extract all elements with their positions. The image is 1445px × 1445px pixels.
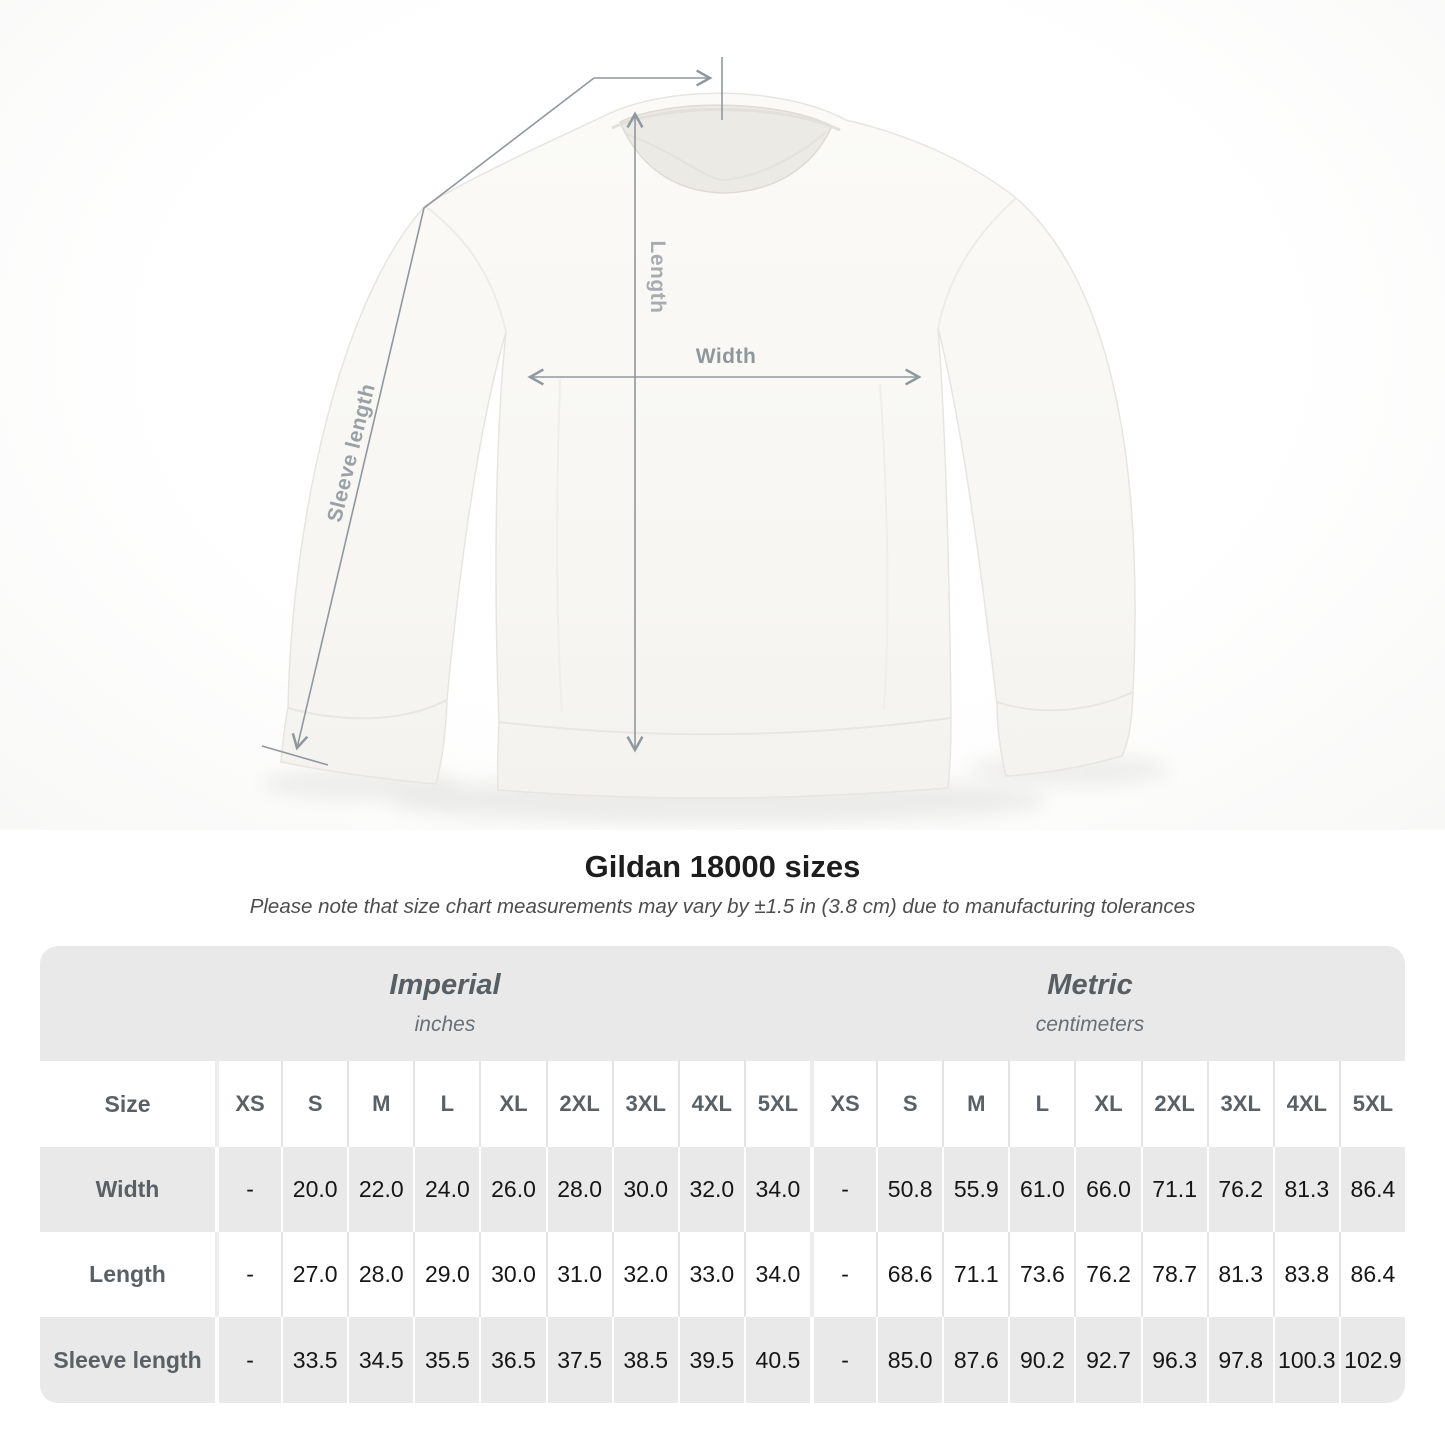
- measurement-value-cell: -: [215, 1317, 282, 1403]
- tolerance-note: Please note that size chart measurements…: [249, 895, 1196, 918]
- size-column-header: 5XL: [743, 1061, 810, 1147]
- metric-group-header: Metric centimeters: [810, 946, 1405, 1061]
- size-column-header: XL: [479, 1061, 546, 1147]
- measurement-value-cell: 81.3: [1272, 1147, 1339, 1232]
- measurement-value-cell: 76.2: [1206, 1147, 1273, 1232]
- measurement-value-cell: -: [215, 1232, 282, 1317]
- measurement-value-cell: 35.5: [413, 1317, 480, 1403]
- measurement-value-cell: 100.3: [1272, 1317, 1339, 1403]
- measurement-value-cell: 55.9: [942, 1147, 1009, 1232]
- measurement-value-cell: 97.8: [1206, 1317, 1273, 1403]
- measurement-value-cell: 22.0: [347, 1147, 414, 1232]
- measurement-value-cell: 81.3: [1206, 1232, 1273, 1317]
- size-column-header: 2XL: [1140, 1061, 1207, 1147]
- size-header-label: Size: [40, 1061, 215, 1147]
- size-guide-page: Length Width Sleeve length Gildan 18000 …: [0, 0, 1445, 1403]
- product-photo-section: Length Width Sleeve length: [0, 0, 1445, 830]
- measurement-value-cell: 40.5: [743, 1317, 810, 1403]
- measurement-value-cell: 86.4: [1338, 1232, 1405, 1317]
- size-column-header: 3XL: [1206, 1061, 1273, 1147]
- measurement-value-cell: 37.5: [545, 1317, 612, 1403]
- measurement-value-cell: 24.0: [413, 1147, 480, 1232]
- size-column-header: L: [1008, 1061, 1075, 1147]
- measurement-value-cell: 38.5: [611, 1317, 678, 1403]
- measurement-value-cell: 66.0: [1074, 1147, 1141, 1232]
- size-column-header: 3XL: [611, 1061, 678, 1147]
- measurement-value-cell: 33.0: [677, 1232, 744, 1317]
- sleeve-length-end-tick: [261, 745, 329, 766]
- measurement-value-cell: 73.6: [1008, 1232, 1075, 1317]
- measurement-value-cell: 61.0: [1008, 1147, 1075, 1232]
- unit-group-unit: centimeters: [1035, 1013, 1145, 1036]
- measurement-value-cell: 76.2: [1074, 1232, 1141, 1317]
- size-column-header: XS: [810, 1061, 877, 1147]
- size-column-header: L: [413, 1061, 480, 1147]
- measurement-value-cell: 34.5: [347, 1317, 414, 1403]
- size-column-header: S: [876, 1061, 943, 1147]
- measurement-value-cell: 96.3: [1140, 1317, 1207, 1403]
- measurement-value-cell: 30.0: [479, 1232, 546, 1317]
- measurement-value-cell: 32.0: [611, 1232, 678, 1317]
- size-column-header: 4XL: [1272, 1061, 1339, 1147]
- width-measurement-label: Width: [695, 345, 757, 368]
- measurement-value-cell: 20.0: [281, 1147, 348, 1232]
- imperial-group-header: Imperial inches: [40, 946, 810, 1061]
- size-column-header: M: [347, 1061, 414, 1147]
- size-column-header: M: [942, 1061, 1009, 1147]
- unit-group-title: Imperial: [389, 969, 501, 1001]
- size-column-header: XS: [215, 1061, 282, 1147]
- size-column-header: 2XL: [545, 1061, 612, 1147]
- measurement-value-cell: -: [810, 1317, 877, 1403]
- measurement-value-cell: 50.8: [876, 1147, 943, 1232]
- size-column-header: 4XL: [677, 1061, 744, 1147]
- row-label: Length: [40, 1232, 215, 1317]
- measurement-value-cell: -: [215, 1147, 282, 1232]
- size-column-header: 5XL: [1338, 1061, 1405, 1147]
- measurement-value-cell: 85.0: [876, 1317, 943, 1403]
- measurement-value-cell: 71.1: [942, 1232, 1009, 1317]
- measurement-value-cell: 34.0: [743, 1147, 810, 1232]
- measurement-value-cell: 30.0: [611, 1147, 678, 1232]
- sleeve-length-arrow-line: [291, 77, 595, 751]
- unit-group-unit: inches: [414, 1013, 476, 1036]
- measurement-value-cell: -: [810, 1147, 877, 1232]
- measurement-value-cell: 87.6: [942, 1317, 1009, 1403]
- measurement-value-cell: 28.0: [545, 1147, 612, 1232]
- measurement-annotations: [261, 57, 922, 766]
- unit-group-title: Metric: [1047, 969, 1133, 1001]
- row-label: Width: [40, 1147, 215, 1232]
- row-label: Sleeve length: [40, 1317, 215, 1403]
- measurement-value-cell: -: [810, 1232, 877, 1317]
- measurement-value-cell: 36.5: [479, 1317, 546, 1403]
- measurement-value-cell: 27.0: [281, 1232, 348, 1317]
- measurement-value-cell: 78.7: [1140, 1232, 1207, 1317]
- measurement-value-cell: 71.1: [1140, 1147, 1207, 1232]
- measurement-value-cell: 26.0: [479, 1147, 546, 1232]
- measurement-value-cell: 86.4: [1338, 1147, 1405, 1232]
- measurement-value-cell: 92.7: [1074, 1317, 1141, 1403]
- size-column-header: XL: [1074, 1061, 1141, 1147]
- sweatshirt-image: [261, 57, 1168, 824]
- measurement-value-cell: 90.2: [1008, 1317, 1075, 1403]
- sweatshirt-garment: [280, 92, 1136, 799]
- size-column-header: S: [281, 1061, 348, 1147]
- measurement-value-cell: 34.0: [743, 1232, 810, 1317]
- measurement-value-cell: 68.6: [876, 1232, 943, 1317]
- measurement-value-cell: 31.0: [545, 1232, 612, 1317]
- page-title: Gildan 18000 sizes: [584, 849, 861, 884]
- measurement-value-cell: 29.0: [413, 1232, 480, 1317]
- length-measurement-label: Length: [646, 240, 669, 314]
- measurement-value-cell: 32.0: [677, 1147, 744, 1232]
- measurement-value-cell: 28.0: [347, 1232, 414, 1317]
- measurement-value-cell: 83.8: [1272, 1232, 1339, 1317]
- size-chart-table: Imperial inches Metric centimeters Size XS S M L…: [40, 946, 1405, 1403]
- measurement-value-cell: 102.9: [1338, 1317, 1405, 1403]
- measurement-value-cell: 39.5: [677, 1317, 744, 1403]
- measurement-value-cell: 33.5: [281, 1317, 348, 1403]
